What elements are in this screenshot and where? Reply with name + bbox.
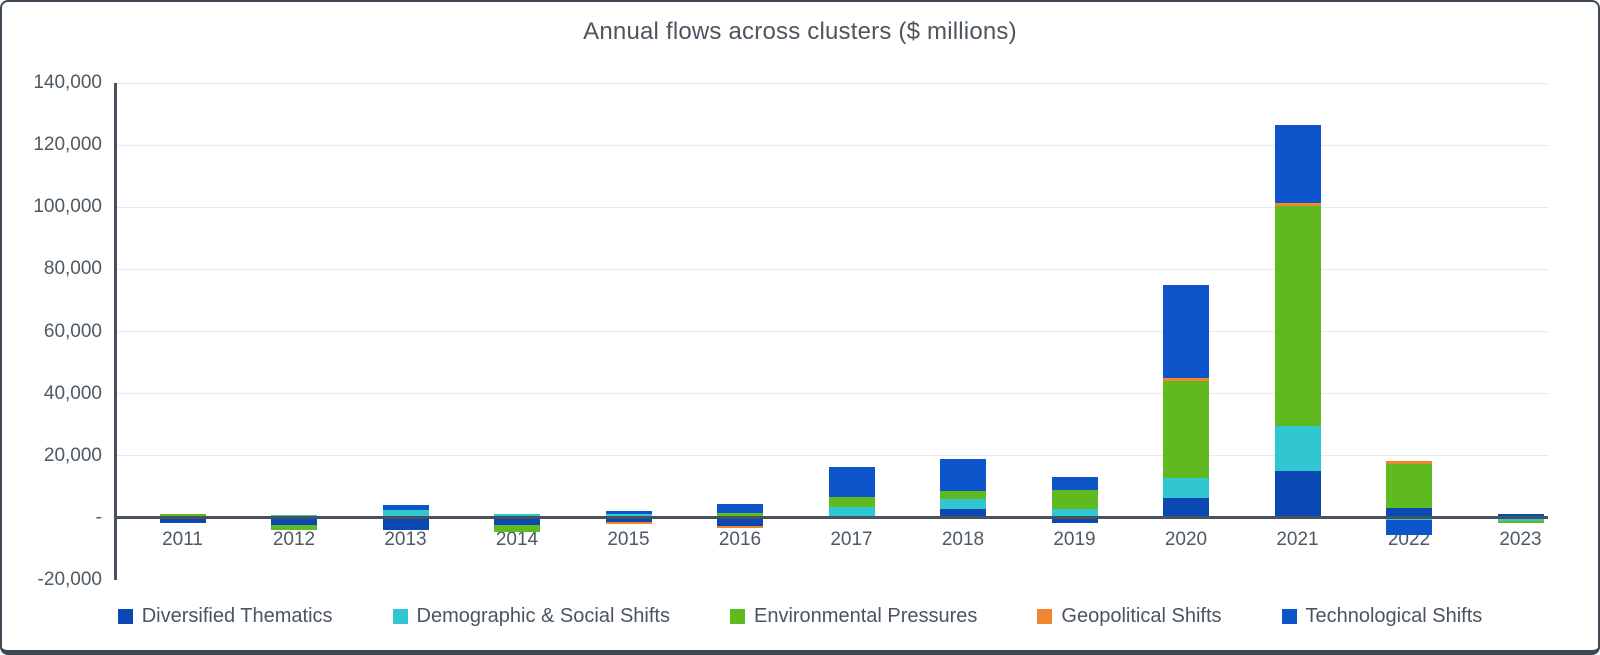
x-axis-label-2023: 2023 [1499, 528, 1542, 550]
legend-label: Diversified Thematics [141, 605, 333, 627]
bar-2022-technological-shifts [1386, 519, 1432, 536]
bar-2018-technological-shifts [940, 459, 986, 491]
legend-label: Geopolitical Shifts [1061, 605, 1222, 627]
bar-2018-environmental-pressures [940, 490, 986, 499]
bar-2016-technological-shifts [717, 503, 763, 514]
bar-2023-demographic-social-shifts [1497, 517, 1544, 521]
legend-swatch-icon [1037, 609, 1053, 624]
x-axis-label-2015: 2015 [607, 528, 650, 550]
y-axis-label: 20,000 [43, 444, 102, 466]
y-axis-label: -20,000 [37, 569, 102, 590]
legend-item-geopolitical-shifts: Geopolitical Shifts [1037, 605, 1222, 628]
bar-2019-diversified-thematics [1051, 517, 1098, 524]
legend-label: Environmental Pressures [753, 605, 978, 627]
bar-2015-diversified-thematics [605, 517, 652, 522]
bar-2017-environmental-pressures [828, 496, 875, 507]
bar-2020-technological-shifts [1163, 284, 1209, 378]
y-axis-label: 40,000 [43, 382, 102, 404]
gridline-40000 [114, 393, 1548, 395]
chart-title: Annual flows across clusters ($ millions… [583, 18, 1017, 45]
bar-2022-diversified-thematics [1386, 507, 1432, 518]
legend-swatch-icon [729, 609, 745, 624]
x-axis-label-2020: 2020 [1164, 528, 1208, 550]
legend-swatch-icon [117, 609, 133, 624]
bar-2020-environmental-pressures [1163, 380, 1209, 479]
x-axis-label-2017: 2017 [830, 528, 873, 550]
bar-2017-demographic-social-shifts [828, 507, 875, 518]
bar-2019-environmental-pressures [1051, 489, 1098, 509]
legend-item-technological-shifts: Technological Shifts [1281, 605, 1483, 628]
bar-2011-environmental-pressures [159, 514, 206, 518]
x-axis-label-2012: 2012 [272, 528, 316, 550]
bar-2020-geopolitical-shifts [1163, 377, 1209, 381]
bar-2016-environmental-pressures [717, 513, 763, 518]
bar-2014-demographic-social-shifts [494, 513, 540, 518]
y-axis-label: 140,000 [33, 72, 102, 93]
bar-2018-demographic-social-shifts [940, 498, 986, 509]
y-axis-label: 120,000 [33, 134, 102, 156]
x-axis-label-2016: 2016 [718, 528, 762, 550]
legend-item-demographic-social-shifts: Demographic & Social Shifts [392, 605, 670, 628]
bar-2016-geopolitical-shifts [717, 525, 763, 529]
gridline-80000 [114, 268, 1548, 270]
legend-label: Technological Shifts [1305, 605, 1483, 627]
x-axis-label-2014: 2014 [495, 528, 539, 550]
bar-2015-technological-shifts [605, 510, 652, 515]
bar-2019-demographic-social-shifts [1051, 508, 1098, 518]
bar-2022-geopolitical-shifts [1386, 461, 1432, 464]
bar-2019-technological-shifts [1051, 476, 1098, 490]
legend-item-environmental-pressures: Environmental Pressures [729, 605, 978, 628]
bar-2020-demographic-social-shifts [1163, 478, 1209, 499]
gridline-100000 [114, 206, 1548, 208]
bar-2021-environmental-pressures [1274, 205, 1321, 427]
bar-2017-technological-shifts [828, 466, 875, 497]
bar-2021-technological-shifts [1274, 124, 1321, 204]
bar-2016-diversified-thematics [717, 517, 763, 526]
y-axis-label: 80,000 [43, 258, 102, 280]
bar-2015-demographic-social-shifts [605, 514, 652, 518]
bar-2013-demographic-social-shifts [382, 510, 429, 518]
x-axis-label-2013: 2013 [384, 528, 427, 550]
x-axis-zero-line [114, 516, 1548, 520]
legend-swatch-icon [1281, 609, 1297, 624]
bar-2022-environmental-pressures [1386, 463, 1432, 508]
bar-2018-diversified-thematics [940, 508, 986, 518]
y-axis-label: - [95, 506, 102, 528]
bar-2014-diversified-thematics [494, 517, 540, 526]
gridline-140000 [114, 82, 1548, 84]
gridline-60000 [114, 331, 1548, 332]
bar-2021-diversified-thematics [1274, 471, 1321, 518]
gridline-120000 [114, 144, 1548, 146]
legend-swatch-icon [392, 609, 408, 624]
bar-2012-environmental-pressures [271, 525, 317, 531]
bar-2014-environmental-pressures [494, 525, 540, 532]
x-axis-label-2011: 2011 [162, 528, 203, 550]
y-axis-label: 60,000 [43, 320, 102, 342]
x-axis-label-2019: 2019 [1053, 528, 1096, 550]
bar-2021-demographic-social-shifts [1274, 426, 1321, 472]
bar-2013-diversified-thematics [382, 517, 429, 531]
gridline-20000 [114, 455, 1548, 457]
bar-2021-geopolitical-shifts [1274, 203, 1321, 206]
legend-label: Demographic & Social Shifts [416, 605, 670, 627]
y-axis-line [114, 83, 117, 580]
y-axis-label: 100,000 [33, 196, 102, 218]
legend: Diversified Thematics Demographic & Socia… [2, 605, 1598, 628]
legend-item-diversified-thematics: Diversified Thematics [117, 605, 333, 628]
bar-2023-diversified-thematics [1497, 513, 1544, 518]
x-axis-label-2018: 2018 [941, 528, 985, 550]
bar-2011-diversified-thematics [159, 517, 206, 523]
bar-2012-diversified-thematics [271, 517, 317, 526]
x-axis-label-2021: 2021 [1276, 528, 1319, 550]
bar-2015-geopolitical-shifts [605, 521, 652, 525]
bar-2013-technological-shifts [382, 504, 429, 511]
bar-2023-environmental-pressures [1497, 520, 1544, 523]
bar-2020-diversified-thematics [1163, 498, 1209, 518]
